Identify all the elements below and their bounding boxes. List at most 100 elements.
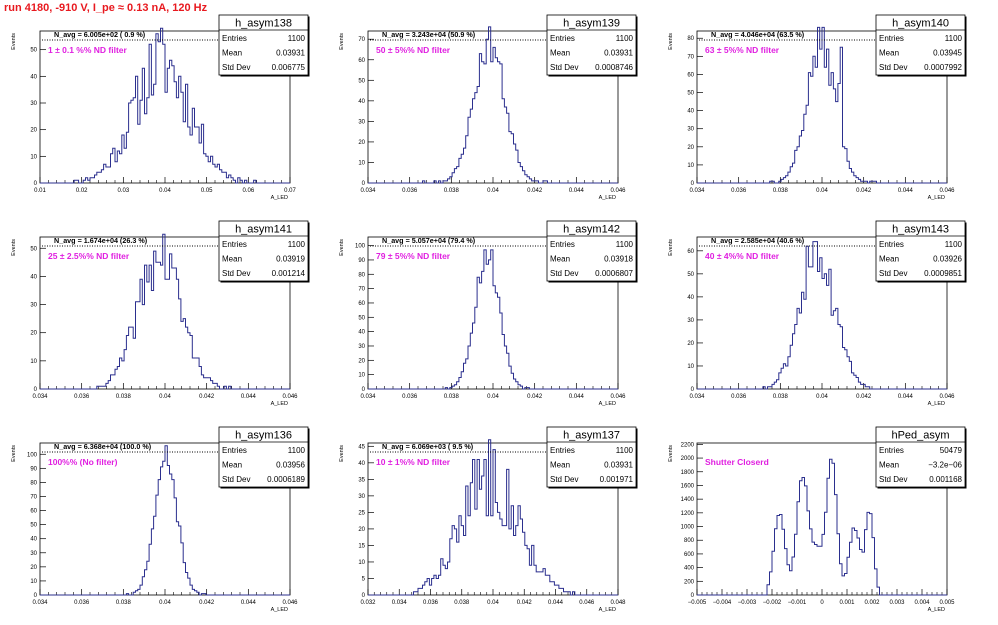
stats-box — [875, 14, 966, 76]
histogram-series — [368, 249, 618, 390]
stats-label: Entries — [222, 446, 247, 455]
y-tick-label: 30 — [687, 318, 694, 324]
y-axis-title: Events — [668, 239, 674, 256]
x-tick-label: 0.034 — [360, 188, 376, 194]
stats-value: 0.001214 — [272, 269, 306, 278]
filter-annotation: 63 ± 5%% ND filter — [705, 45, 780, 55]
stats-label: Mean — [222, 49, 242, 58]
y-axis-title: Events — [339, 33, 345, 50]
stats-value: 0.03931 — [276, 49, 305, 58]
stats-box — [546, 426, 637, 488]
stats-value: 1100 — [616, 34, 634, 43]
y-tick-label: 2200 — [681, 442, 695, 448]
x-tick-label: 0.044 — [241, 394, 257, 400]
filter-annotation: 100%% (No filter) — [48, 457, 118, 467]
histogram-name: h_asym137 — [563, 430, 620, 442]
y-tick-label: 400 — [684, 566, 695, 572]
histogram-panel-hPed_asym: −0.005 −0.004 −0.003 −0.002 −0.001 0 0.001 0.00… — [668, 426, 967, 613]
y-axis-title: Events — [11, 239, 17, 256]
histogram-series — [697, 458, 947, 596]
stats-value: 0.03931 — [604, 461, 633, 470]
x-tick-label: 0.044 — [548, 600, 564, 606]
stats-value: 0.03919 — [276, 255, 305, 264]
y-tick-label: 80 — [30, 480, 37, 486]
histogram-name: h_asym138 — [235, 18, 292, 30]
x-axis-title: A_LED — [928, 195, 945, 201]
stats-value: 0.006775 — [272, 63, 306, 72]
stats-label: Std Dev — [550, 63, 578, 72]
x-tick-label: 0.04 — [159, 600, 171, 606]
y-tick-label: 60 — [358, 301, 365, 307]
histogram-name: h_asym142 — [563, 224, 620, 236]
stats-box — [546, 14, 637, 76]
stats-label: Std Dev — [550, 475, 578, 484]
x-tick-label: 0.046 — [939, 394, 955, 400]
x-tick-label: 0.036 — [731, 188, 747, 194]
y-tick-label: 80 — [687, 36, 694, 42]
x-tick-label: 0.04 — [816, 188, 828, 194]
y-tick-label: 40 — [358, 461, 365, 467]
y-tick-label: 10 — [30, 579, 37, 585]
y-tick-label: 70 — [358, 37, 365, 43]
stats-box — [218, 14, 309, 76]
x-tick-label: −0.001 — [788, 600, 807, 606]
x-tick-label: 0.04 — [487, 188, 499, 194]
y-tick-label: 200 — [684, 579, 695, 585]
x-tick-label: 0.044 — [569, 188, 585, 194]
stats-value: 0.0006189 — [267, 475, 305, 484]
y-tick-label: 20 — [30, 128, 37, 134]
y-tick-label: 1400 — [681, 497, 695, 503]
x-tick-label: 0.038 — [773, 394, 789, 400]
stats-value: 0.0009851 — [924, 269, 962, 278]
x-tick-label: 0.046 — [610, 394, 626, 400]
x-tick-label: 0.044 — [241, 600, 257, 606]
x-tick-label: −0.004 — [713, 600, 732, 606]
y-tick-label: 30 — [30, 551, 37, 557]
histogram-series — [697, 26, 947, 184]
x-tick-label: 0.05 — [201, 188, 213, 194]
y-tick-label: 35 — [358, 477, 365, 483]
stats-value: 1100 — [616, 240, 634, 249]
x-tick-label: 0.03 — [117, 188, 129, 194]
x-tick-label: 0.042 — [199, 600, 215, 606]
x-tick-label: 0.04 — [159, 394, 171, 400]
stats-label: Entries — [222, 34, 247, 43]
x-axis-title: A_LED — [271, 401, 288, 407]
stats-value: 0.03926 — [933, 255, 962, 264]
stats-label: Mean — [879, 255, 899, 264]
stats-box — [218, 220, 309, 282]
y-tick-label: 0 — [362, 387, 366, 393]
stats-box — [546, 220, 637, 282]
x-tick-label: 0.046 — [610, 188, 626, 194]
stats-label: Std Dev — [879, 63, 907, 72]
stats-label: Entries — [879, 446, 904, 455]
histogram-series — [368, 26, 618, 184]
y-tick-label: 0 — [362, 593, 366, 599]
y-tick-label: 1600 — [681, 483, 695, 489]
x-tick-label: 0.034 — [32, 600, 48, 606]
y-tick-label: 45 — [358, 444, 365, 450]
navg-label: N_avg = 6.069e+03 ( 9.5 %) — [382, 442, 474, 451]
y-tick-label: 60 — [358, 58, 365, 64]
stats-label: Std Dev — [879, 475, 907, 484]
x-tick-label: 0.046 — [282, 394, 298, 400]
y-axis-title: Events — [11, 445, 17, 462]
x-tick-label: 0.038 — [454, 600, 470, 606]
x-tick-label: 0.04 — [816, 394, 828, 400]
y-tick-label: 30 — [30, 101, 37, 107]
y-tick-label: 20 — [358, 527, 365, 533]
x-tick-label: 0.042 — [517, 600, 533, 606]
stats-value: 0.0008746 — [595, 63, 633, 72]
stats-value: 1100 — [288, 446, 306, 455]
histogram-series — [40, 233, 290, 390]
x-tick-label: 0.002 — [864, 600, 880, 606]
histogram-series — [368, 439, 618, 596]
x-tick-label: 0.038 — [444, 188, 460, 194]
stats-label: Std Dev — [222, 63, 250, 72]
stats-label: Entries — [879, 34, 904, 43]
stats-value: 0.0007992 — [924, 63, 962, 72]
x-tick-label: 0.02 — [76, 188, 88, 194]
